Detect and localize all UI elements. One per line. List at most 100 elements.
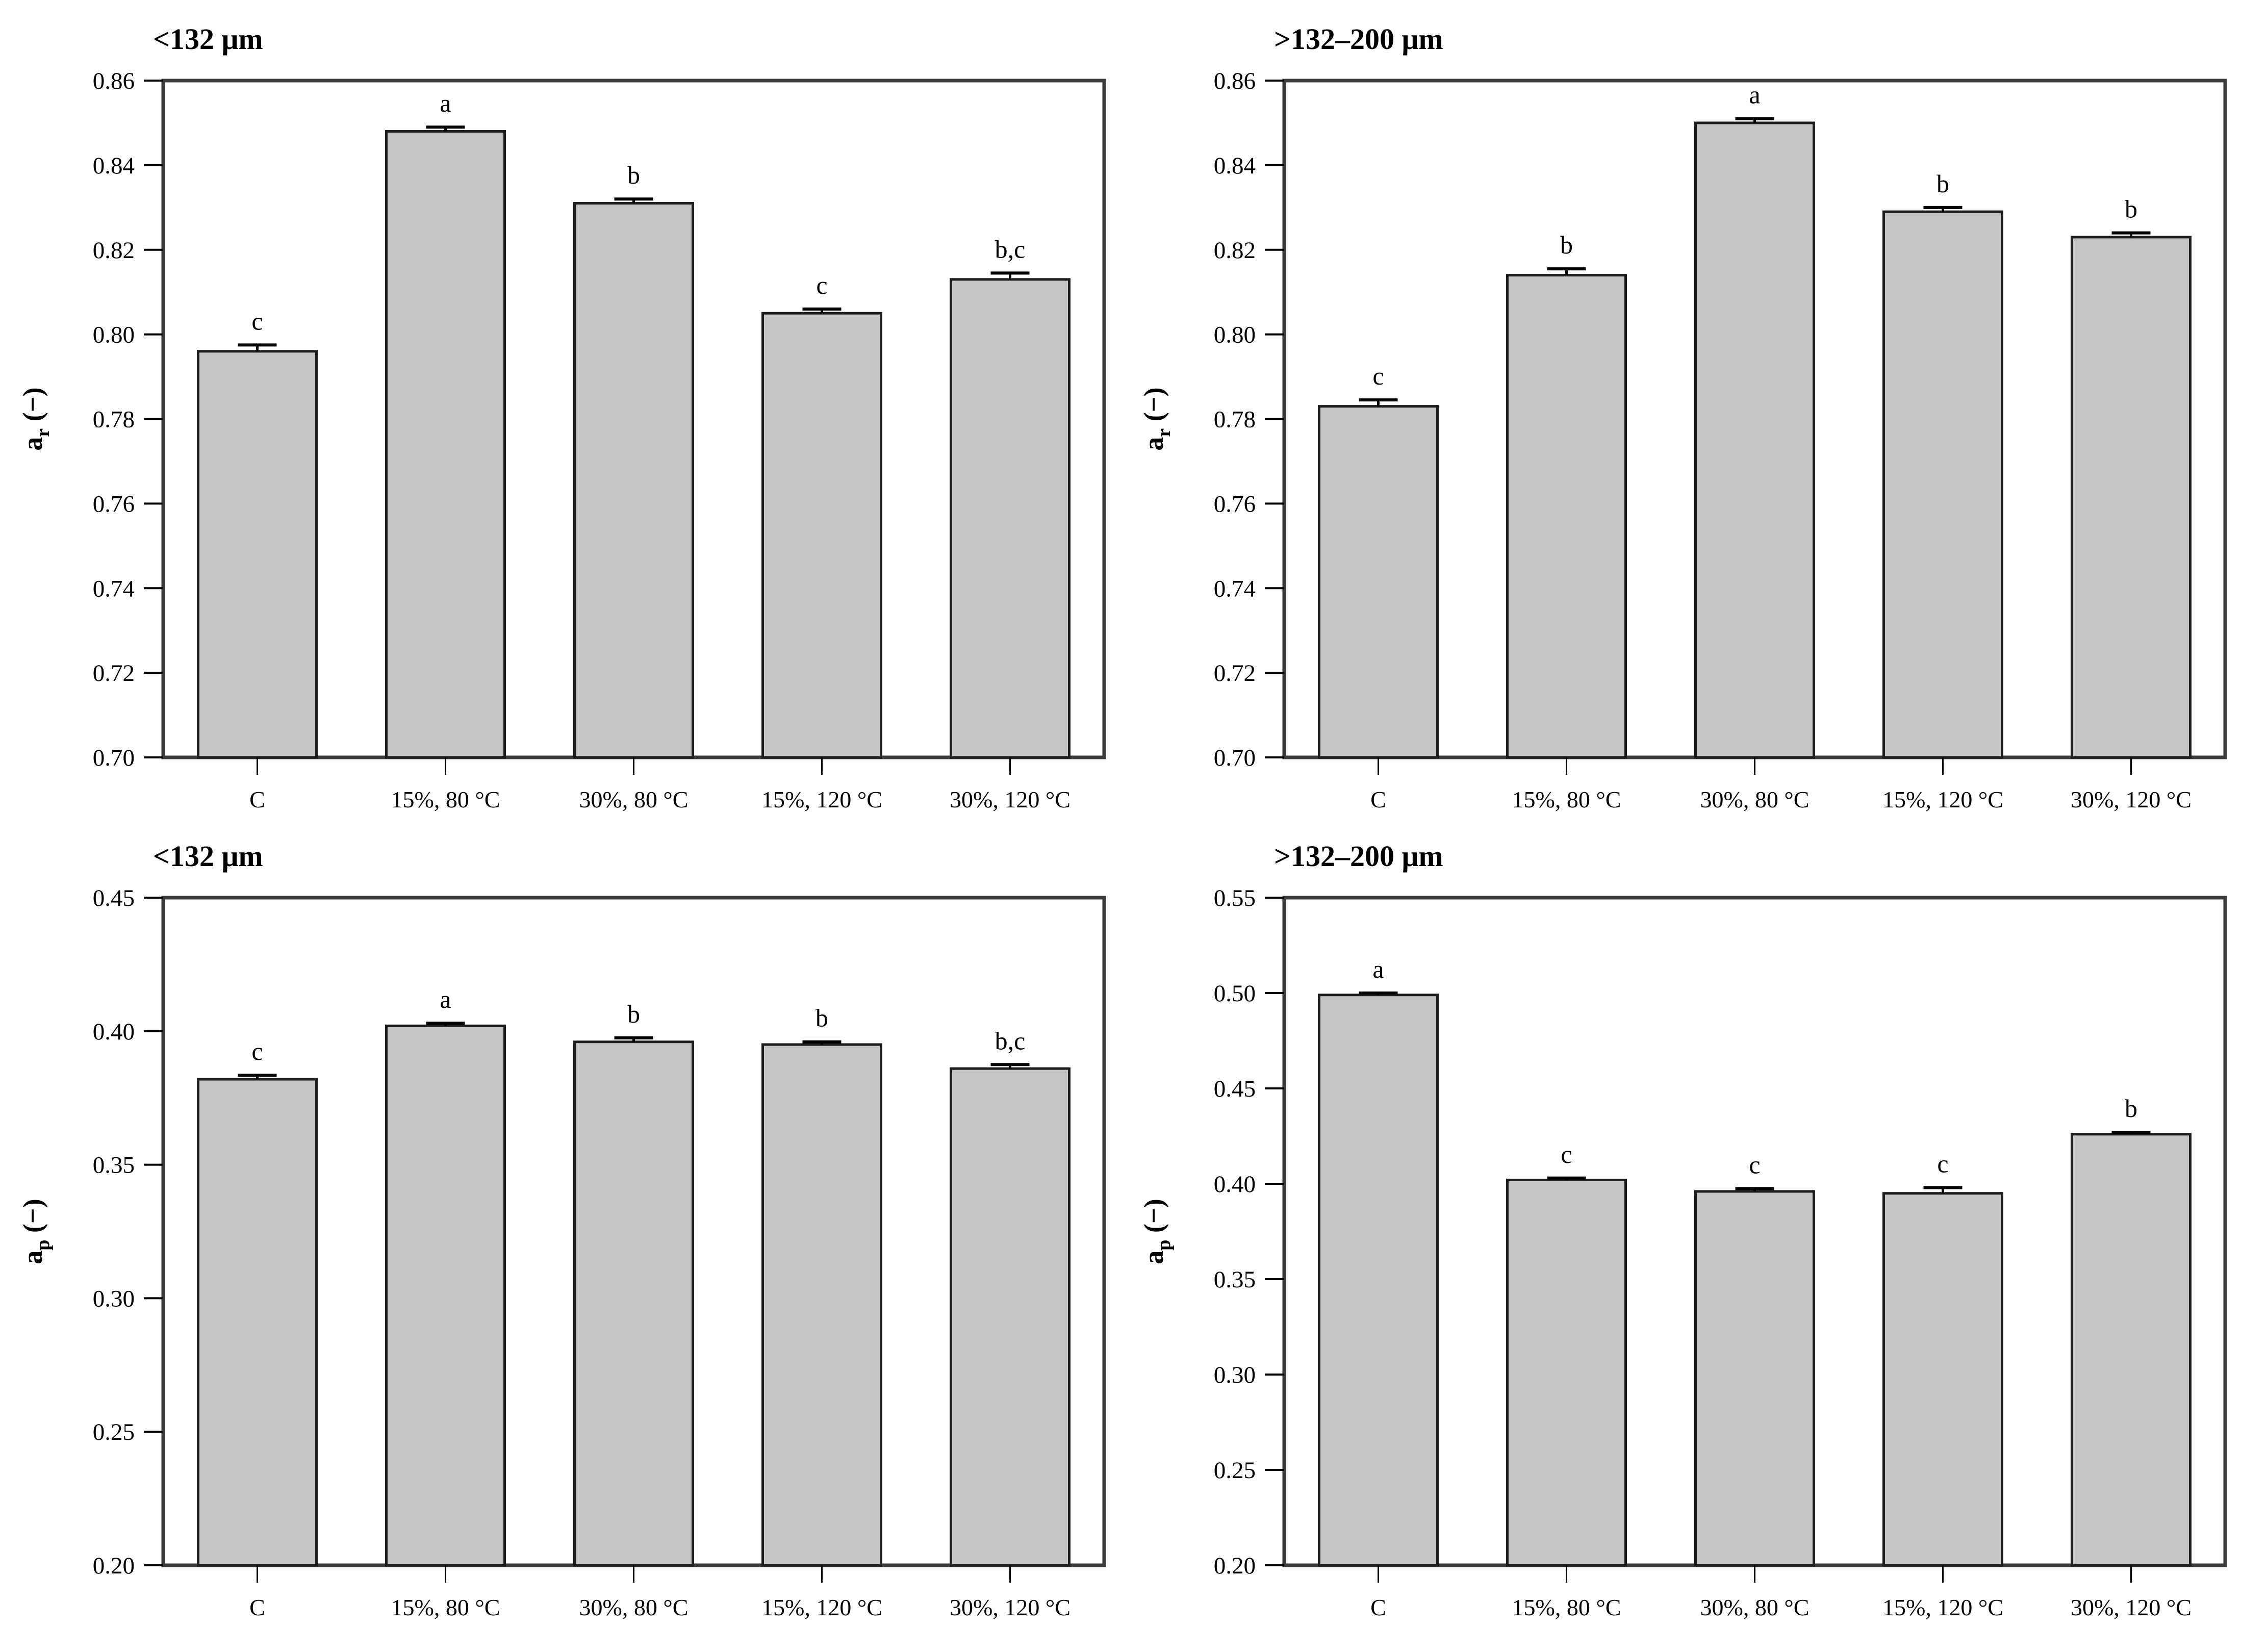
y-tick-label: 0.74 — [1214, 575, 1256, 602]
chart-top-left: <132 μm 0.86 0.84 0.82 0.80 0.78 0.76 0.74 0.72 0… — [0, 0, 1121, 825]
significance-letter: b,c — [995, 1026, 1026, 1055]
bar-chart-svg: <132 μm 0.86 0.84 0.82 0.80 0.78 0.76 0.74 0.72 0… — [17, 22, 1106, 812]
x-tick-label: 30%, 120 °C — [2071, 786, 2192, 812]
y-tick-label: 0.84 — [93, 153, 135, 179]
y-tick-label: 0.20 — [1214, 1553, 1256, 1579]
y-tick-label: 0.80 — [93, 322, 135, 348]
y-tick-label: 0.25 — [1214, 1457, 1256, 1484]
x-tick-label: 15%, 80 °C — [391, 786, 500, 812]
bar-2 — [1506, 274, 1627, 759]
bar-5 — [2071, 1133, 2192, 1567]
bar-1 — [1318, 405, 1439, 759]
significance-letter: a — [440, 89, 451, 117]
x-tick-label: 15%, 80 °C — [1512, 786, 1621, 812]
y-tick-label: 0.72 — [1214, 660, 1256, 687]
x-tick-label: 15%, 120 °C — [1882, 786, 2003, 812]
significance-letter: b — [816, 1004, 828, 1032]
bar-3 — [573, 202, 694, 759]
significance-letter: a — [1372, 955, 1384, 983]
y-tick-label: 0.74 — [93, 575, 135, 602]
y-axis-label: ar (−) — [17, 387, 54, 450]
x-tick-label: 30%, 80 °C — [579, 786, 689, 812]
x-tick-label: 15%, 120 °C — [761, 786, 882, 812]
significance-letter: c — [1937, 1149, 1948, 1178]
bar-4 — [761, 312, 882, 759]
bar-1 — [197, 350, 318, 759]
significance-letter: b — [1937, 169, 1949, 198]
bar-4 — [1882, 210, 2003, 759]
y-tick-label: 0.20 — [93, 1553, 135, 1579]
x-tick-label: C — [1370, 786, 1386, 812]
y-axis-label: ap (−) — [17, 1199, 54, 1264]
bar-3 — [1694, 1190, 1815, 1567]
significance-letter: c — [1372, 362, 1384, 390]
significance-letter: a — [1749, 81, 1760, 109]
y-tick-label: 0.86 — [1214, 68, 1256, 94]
bar-5 — [2071, 236, 2192, 759]
y-tick-label: 0.72 — [93, 660, 135, 687]
bar-3 — [1694, 121, 1815, 759]
x-tick-label: 15%, 120 °C — [761, 1594, 882, 1620]
y-tick-label: 0.76 — [93, 491, 135, 517]
bar-5 — [950, 1067, 1071, 1567]
x-tick-label: 30%, 120 °C — [950, 786, 1071, 812]
x-tick-label: 15%, 120 °C — [1882, 1594, 2003, 1620]
chart-bottom-right: >132–200 μm 0.55 0.50 0.45 0.40 0.35 0.30 0.25 0… — [1121, 825, 2242, 1649]
x-tick-label: 15%, 80 °C — [1512, 1594, 1621, 1620]
significance-letter: a — [440, 985, 451, 1013]
bar-5 — [950, 278, 1071, 759]
bar-2 — [385, 1024, 506, 1567]
significance-letter: b — [1560, 231, 1573, 259]
y-tick-label: 0.84 — [1214, 153, 1256, 179]
significance-letter: b,c — [995, 235, 1026, 263]
y-tick-label: 0.35 — [93, 1152, 135, 1179]
x-tick-label: 30%, 120 °C — [2071, 1594, 2192, 1620]
chart-title: <132 μm — [153, 22, 263, 56]
significance-letter: b — [627, 1000, 640, 1028]
chart-title: <132 μm — [153, 840, 263, 873]
y-tick-label: 0.30 — [1214, 1362, 1256, 1388]
x-tick-label: C — [249, 786, 265, 812]
y-tick-label: 0.82 — [93, 237, 135, 264]
bar-4 — [1882, 1192, 2003, 1567]
bar-1 — [1318, 994, 1439, 1567]
bar-1 — [197, 1078, 318, 1567]
bar-chart-svg: <132 μm 0.45 0.40 0.35 0.30 0.25 0.20 ap (−) c Ca… — [17, 840, 1106, 1620]
y-tick-label: 0.70 — [1214, 745, 1256, 771]
bar-2 — [385, 130, 506, 759]
x-tick-label: C — [1370, 1594, 1386, 1620]
x-tick-label: 30%, 80 °C — [579, 1594, 689, 1620]
bar-4 — [761, 1043, 882, 1567]
significance-letter: c — [1561, 1140, 1572, 1168]
significance-letter: c — [251, 1037, 263, 1065]
y-tick-label: 0.76 — [1214, 491, 1256, 517]
significance-letter: c — [816, 271, 827, 299]
y-tick-label: 0.50 — [1214, 980, 1256, 1007]
y-tick-label: 0.82 — [1214, 237, 1256, 264]
y-tick-label: 0.45 — [93, 885, 135, 911]
significance-letter: c — [1749, 1150, 1760, 1179]
x-tick-label: 30%, 80 °C — [1700, 786, 1810, 812]
y-tick-label: 0.40 — [1214, 1171, 1256, 1198]
bar-2 — [1506, 1179, 1627, 1567]
bar-chart-svg: >132–200 μm 0.86 0.84 0.82 0.80 0.78 0.76 0.74 0… — [1138, 22, 2227, 812]
chart-top-right: >132–200 μm 0.86 0.84 0.82 0.80 0.78 0.76 0.74 0… — [1121, 0, 2242, 825]
x-tick-label: C — [249, 1594, 265, 1620]
y-tick-label: 0.80 — [1214, 322, 1256, 348]
y-axis-label: ar (−) — [1138, 387, 1175, 450]
y-tick-label: 0.25 — [93, 1419, 135, 1445]
x-tick-label: 30%, 120 °C — [950, 1594, 1071, 1620]
significance-letter: b — [2125, 195, 2137, 223]
bar-chart-svg: >132–200 μm 0.55 0.50 0.45 0.40 0.35 0.30 0.25 0… — [1138, 840, 2227, 1620]
y-tick-label: 0.30 — [93, 1285, 135, 1312]
y-tick-label: 0.70 — [93, 745, 135, 771]
y-tick-label: 0.86 — [93, 68, 135, 94]
significance-letter: b — [2125, 1094, 2137, 1123]
y-axis-label: ap (−) — [1138, 1199, 1175, 1264]
y-tick-label: 0.40 — [93, 1019, 135, 1045]
y-tick-label: 0.78 — [1214, 406, 1256, 433]
x-tick-label: 30%, 80 °C — [1700, 1594, 1810, 1620]
significance-letter: b — [627, 161, 640, 189]
